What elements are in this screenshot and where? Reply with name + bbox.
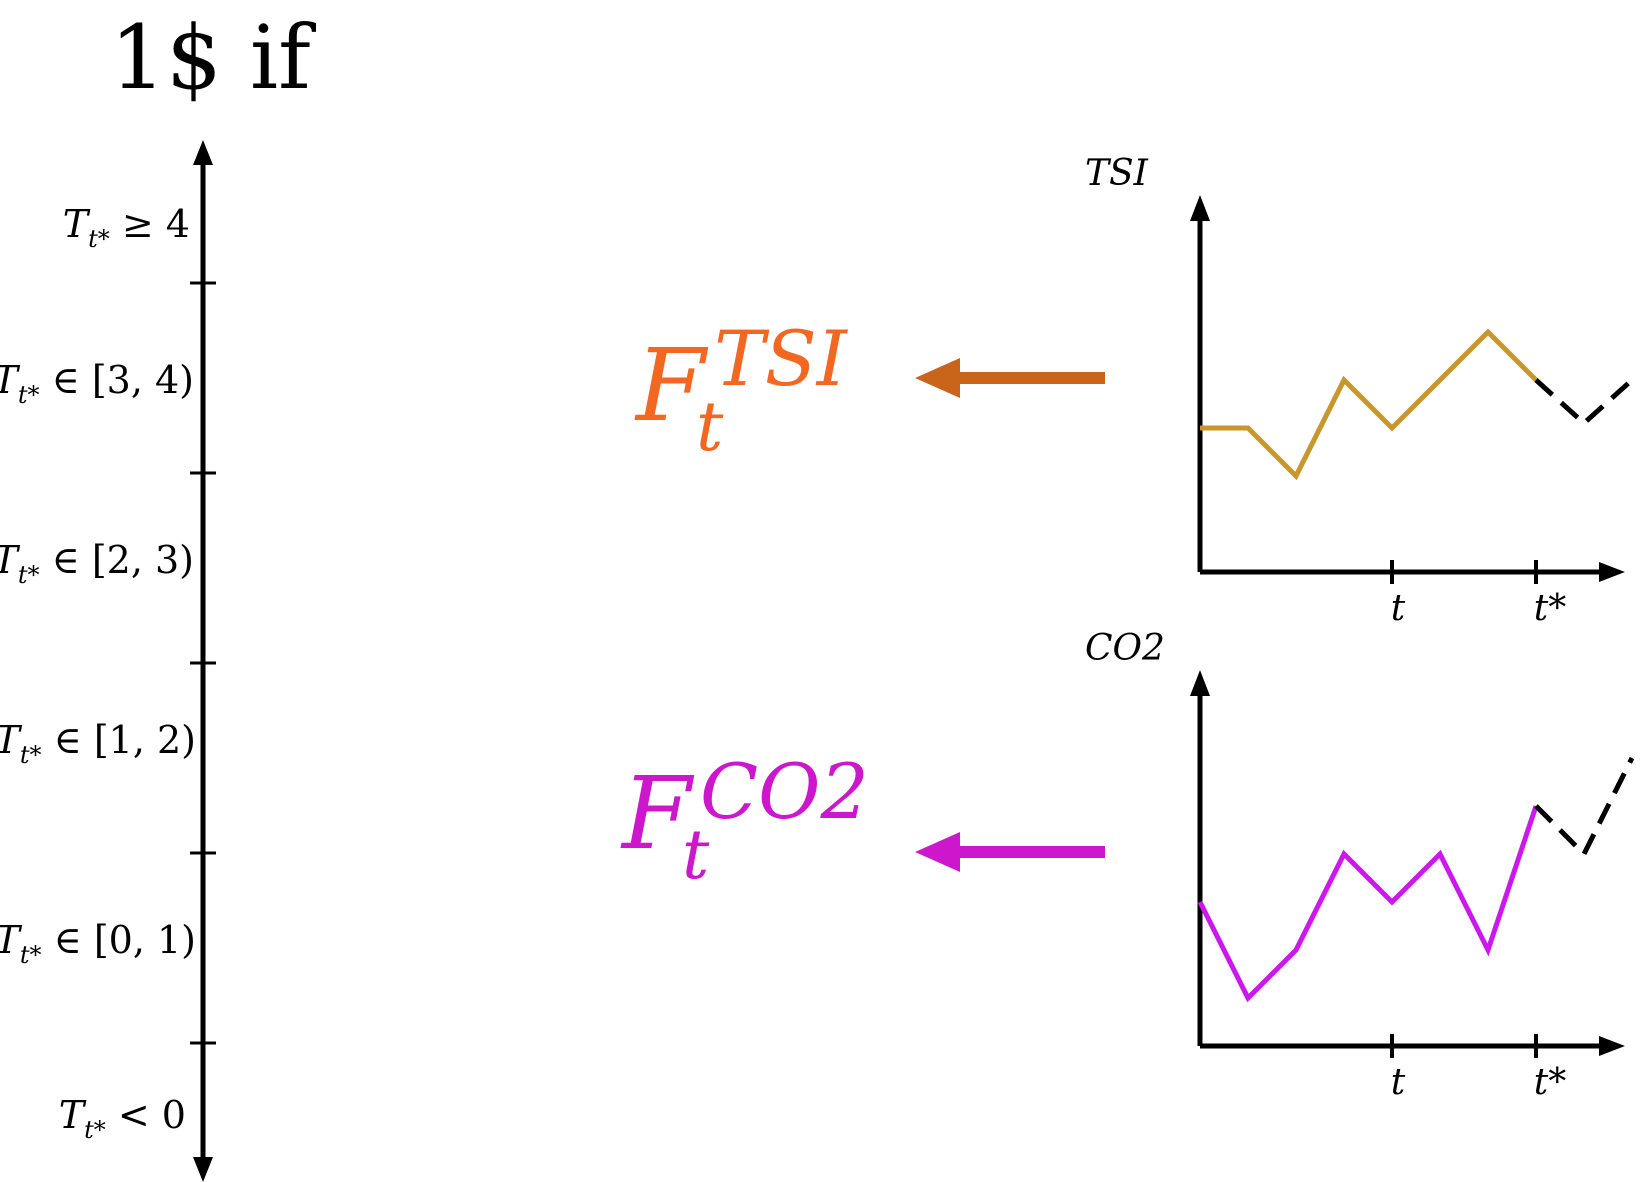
co2-chart: CO2 t t* bbox=[1085, 628, 1635, 1103]
forecast-co2-base: F bbox=[620, 755, 695, 872]
co2-x-tick-label: t bbox=[1391, 1062, 1406, 1103]
svg-text:Tt* ∈ [1, 2): Tt* ∈ [1, 2) bbox=[0, 718, 196, 769]
tsi-y-label: TSI bbox=[1085, 153, 1149, 194]
forecast-co2-sup: CO2 bbox=[700, 747, 869, 836]
co2-y-label: CO2 bbox=[1085, 628, 1165, 669]
bin-label-0-1: Tt* ∈ [0, 1) bbox=[0, 918, 196, 969]
bin-label-3-4: Tt* ∈ [3, 4) bbox=[0, 358, 194, 409]
svg-text:Tt* ∈ [2, 3): Tt* ∈ [2, 3) bbox=[0, 538, 194, 589]
axis-arrow-up bbox=[193, 140, 213, 165]
axis-arrow-down bbox=[193, 1157, 213, 1182]
co2-series-dashed bbox=[1534, 756, 1635, 859]
forecast-tsi-label: F t TSI bbox=[634, 314, 849, 467]
payout-title: 1$ if bbox=[110, 6, 316, 109]
forecast-tsi-sub: t bbox=[696, 388, 724, 467]
bin-label-lt0: Tt* < 0 bbox=[59, 1093, 186, 1144]
tsi-y-axis-arrow bbox=[1190, 195, 1210, 221]
svg-text:Tt* ≥ 4: Tt* ≥ 4 bbox=[63, 202, 190, 253]
co2-forecast-arrow bbox=[915, 832, 1105, 872]
co2-y-axis-arrow bbox=[1190, 670, 1210, 696]
tsi-x-tick-label: t* bbox=[1534, 588, 1566, 629]
tsi-x-axis-arrow bbox=[1599, 562, 1625, 582]
forecast-co2-sub: t bbox=[682, 816, 710, 895]
svg-text:Tt* ∈ [0, 1): Tt* ∈ [0, 1) bbox=[0, 918, 196, 969]
forecast-co2-label: F t CO2 bbox=[620, 747, 869, 895]
co2-x-axis-arrow bbox=[1599, 1036, 1625, 1056]
forecast-tsi-base: F bbox=[634, 327, 709, 444]
bin-label-2-3: Tt* ∈ [2, 3) bbox=[0, 538, 194, 589]
svg-text:Tt* < 0: Tt* < 0 bbox=[59, 1093, 186, 1144]
svg-text:Tt* ∈ [3, 4): Tt* ∈ [3, 4) bbox=[0, 358, 194, 409]
forecast-tsi-sup: TSI bbox=[714, 314, 849, 403]
tsi-series-dashed bbox=[1534, 378, 1634, 427]
tsi-chart: TSI t t* bbox=[1085, 153, 1634, 629]
co2-x-tick-label: t* bbox=[1534, 1062, 1566, 1103]
arrow-head bbox=[915, 832, 960, 872]
temperature-axis: Tt* ≥ 4 Tt* ∈ [3, 4) Tt* ∈ [2, 3) Tt* ∈ … bbox=[0, 140, 216, 1182]
tsi-x-tick-label: t bbox=[1391, 588, 1406, 629]
co2-series-solid bbox=[1197, 805, 1539, 1003]
arrow-head bbox=[915, 358, 960, 398]
tsi-series-solid bbox=[1200, 328, 1538, 481]
bin-label-1-2: Tt* ∈ [1, 2) bbox=[0, 718, 196, 769]
tsi-forecast-arrow bbox=[915, 358, 1105, 398]
bin-label-ge4: Tt* ≥ 4 bbox=[63, 202, 190, 253]
